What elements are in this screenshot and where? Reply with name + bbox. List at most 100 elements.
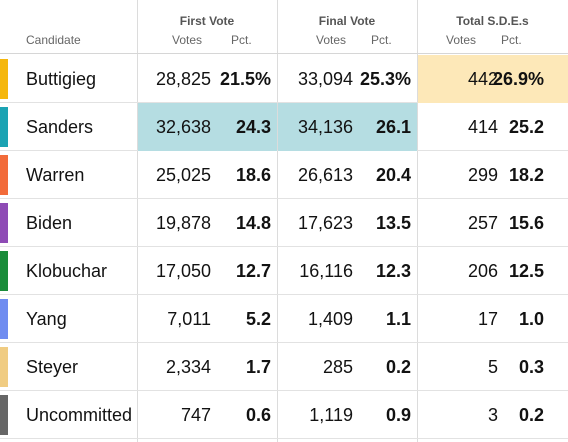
- sde-votes: 206: [467, 261, 498, 281]
- candidate-color-bar: [0, 155, 8, 195]
- first-votes: 28,825: [155, 69, 211, 89]
- candidate-name: Yang: [26, 309, 67, 329]
- candidate-color-bar: [0, 347, 8, 387]
- candidate-name: Klobuchar: [26, 261, 108, 281]
- candidate-name: Warren: [26, 165, 85, 185]
- table-row: Steyer 2,334 1.7 285 0.2 5 0.3: [0, 343, 568, 391]
- sde-cell: 299 18.2: [418, 151, 568, 199]
- sde-votes: 414: [467, 117, 498, 137]
- final-cell: 26,613 20.4: [278, 151, 417, 199]
- sde-cell: 257 15.6: [418, 199, 568, 247]
- table-row: Warren 25,025 18.6 26,613 20.4 299 18.2: [0, 151, 568, 199]
- sde-pct: 15.6: [508, 213, 544, 233]
- final-cell: 34,136 26.1: [278, 103, 417, 151]
- first-cell: 25,025 18.6: [138, 151, 277, 199]
- final-cell: 1,119 0.9: [278, 391, 417, 439]
- final-cell: 285 0.2: [278, 343, 417, 391]
- first-votes: 19,878: [155, 213, 211, 233]
- final-cell: 33,094 25.3%: [278, 55, 417, 103]
- final-pct: 0.9: [385, 405, 411, 425]
- final-cell: 1,409 1.1: [278, 295, 417, 343]
- first-pct-label: Pct.: [231, 33, 252, 47]
- candidate-name: Biden: [26, 213, 73, 233]
- table-row: Klobuchar 17,050 12.7 16,116 12.3 206 12.5: [0, 247, 568, 295]
- column-divider: [137, 0, 138, 442]
- candidate-color-bar: [0, 299, 8, 339]
- final-pct: 1.1: [385, 309, 411, 329]
- table-header: Candidate First Vote Votes Pct. Final Vo…: [0, 0, 568, 54]
- first-votes: 25,025: [155, 165, 211, 185]
- final-cell: 16,116 12.3: [278, 247, 417, 295]
- table-row: Yang 7,011 5.2 1,409 1.1 17 1.0: [0, 295, 568, 343]
- first-vote-group-title: First Vote: [179, 14, 235, 28]
- first-cell: 32,638 24.3: [138, 103, 277, 151]
- final-votes: 285: [322, 357, 353, 377]
- first-cell: 7,011 5.2: [138, 295, 277, 343]
- first-pct: 12.7: [235, 261, 271, 281]
- column-divider: [417, 0, 418, 442]
- candidate-name: Buttigieg: [26, 69, 97, 89]
- final-votes: 17,623: [297, 213, 353, 233]
- first-pct: 5.2: [245, 309, 271, 329]
- table-row: Sanders 32,638 24.3 34,136 26.1 414 25.2: [0, 103, 568, 151]
- sde-pct: 25.2: [508, 117, 544, 137]
- candidate-color-bar: [0, 107, 8, 147]
- first-pct: 14.8: [235, 213, 271, 233]
- sde-pct-label: Pct.: [501, 33, 522, 47]
- final-pct: 25.3%: [359, 69, 411, 89]
- first-cell: 747 0.6: [138, 391, 277, 439]
- candidate-name: Steyer: [26, 357, 79, 377]
- final-pct: 20.4: [375, 165, 411, 185]
- sde-pct: 0.3: [518, 357, 544, 377]
- first-votes-label: Votes: [172, 33, 203, 47]
- sde-votes: 299: [467, 165, 498, 185]
- final-pct: 26.1: [375, 117, 411, 137]
- first-cell: 2,334 1.7: [138, 343, 277, 391]
- sde-cell: 3 0.2: [418, 391, 568, 439]
- candidate-color-bar: [0, 59, 8, 99]
- final-vote-group-title: Final Vote: [318, 14, 376, 28]
- first-votes: 747: [180, 405, 211, 425]
- candidate-color-bar: [0, 251, 8, 291]
- candidate-color-bar: [0, 203, 8, 243]
- table-row: Uncommitted 747 0.6 1,119 0.9 3 0.2: [0, 391, 568, 439]
- first-pct: 1.7: [245, 357, 271, 377]
- first-votes: 7,011: [167, 309, 211, 329]
- sde-cell: 442 26.9%: [418, 55, 568, 103]
- candidate-name: Uncommitted: [26, 405, 133, 425]
- final-votes: 1,119: [309, 405, 353, 425]
- sde-cell: 206 12.5: [418, 247, 568, 295]
- sde-votes-label: Votes: [446, 33, 477, 47]
- column-divider: [277, 0, 278, 442]
- final-votes: 1,409: [307, 309, 353, 329]
- first-cell: 28,825 21.5%: [138, 55, 277, 103]
- sde-pct: 26.9%: [492, 69, 544, 89]
- sde-cell: 5 0.3: [418, 343, 568, 391]
- final-pct: 13.5: [375, 213, 411, 233]
- first-pct: 21.5%: [219, 69, 271, 89]
- first-pct: 0.6: [245, 405, 271, 425]
- final-pct-label: Pct.: [371, 33, 392, 47]
- candidate-column-label: Candidate: [26, 33, 81, 47]
- sde-pct: 0.2: [518, 405, 544, 425]
- sde-votes: 17: [477, 309, 498, 329]
- sde-cell: 414 25.2: [418, 103, 568, 151]
- sde-votes: 442: [467, 69, 498, 89]
- first-pct: 24.3: [235, 117, 271, 137]
- first-votes: 17,050: [155, 261, 211, 281]
- sde-votes: 5: [487, 357, 498, 377]
- first-cell: 19,878 14.8: [138, 199, 277, 247]
- final-cell: 17,623 13.5: [278, 199, 417, 247]
- first-pct: 18.6: [235, 165, 271, 185]
- final-votes: 34,136: [297, 117, 353, 137]
- final-votes: 26,613: [297, 165, 353, 185]
- candidate-name: Sanders: [26, 117, 94, 137]
- table-row: Biden 19,878 14.8 17,623 13.5 257 15.6: [0, 199, 568, 247]
- sde-votes: 257: [467, 213, 498, 233]
- sde-pct: 18.2: [508, 165, 544, 185]
- final-votes: 33,094: [297, 69, 353, 89]
- sde-pct: 12.5: [508, 261, 544, 281]
- total-sdes-group-title: Total S.D.E.s: [456, 14, 529, 28]
- sde-cell: 17 1.0: [418, 295, 568, 343]
